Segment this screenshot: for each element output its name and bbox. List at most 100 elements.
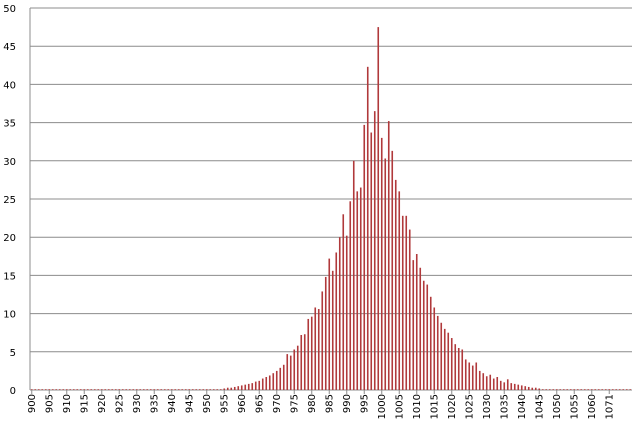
bar — [349, 201, 352, 390]
bar — [58, 389, 61, 390]
bar — [520, 385, 523, 390]
x-tick-label: 965 — [254, 394, 265, 413]
x-tick-label: 1000 — [377, 394, 388, 419]
bar — [205, 389, 208, 390]
bar — [247, 383, 250, 390]
bar — [366, 66, 369, 390]
x-tick-label: 985 — [324, 394, 335, 413]
bar — [625, 389, 628, 390]
bar — [573, 389, 576, 390]
bar — [590, 389, 593, 390]
bar — [510, 383, 513, 390]
bar — [65, 389, 68, 390]
bar — [594, 389, 597, 390]
bar — [177, 389, 180, 390]
bar — [104, 389, 107, 390]
bar — [527, 386, 530, 390]
bar — [100, 389, 103, 390]
x-tick-label: 930 — [132, 394, 143, 413]
bar — [76, 389, 79, 390]
bar — [482, 373, 485, 390]
bar — [90, 389, 93, 390]
bar — [548, 389, 551, 390]
bar — [107, 389, 110, 390]
bar — [429, 296, 432, 390]
x-tick-label: 920 — [97, 394, 108, 413]
bar — [153, 389, 156, 390]
bar — [72, 389, 75, 390]
bar — [30, 389, 33, 390]
bar — [342, 214, 345, 390]
bar — [86, 389, 89, 390]
bar — [394, 179, 397, 390]
bar — [272, 373, 275, 390]
bar — [69, 389, 72, 390]
x-tick-label: 905 — [44, 394, 55, 413]
bar — [170, 389, 173, 390]
bar — [587, 389, 590, 390]
y-tick-label: 40 — [3, 80, 16, 91]
bar — [268, 375, 271, 390]
bar — [139, 389, 142, 390]
bar — [615, 389, 618, 390]
bar — [580, 389, 583, 390]
bar — [335, 252, 338, 390]
bar — [275, 370, 278, 390]
bar — [314, 307, 317, 390]
bar — [202, 389, 205, 390]
x-tick-label: 960 — [237, 394, 248, 413]
y-tick-label: 25 — [3, 195, 16, 206]
bar — [167, 389, 170, 390]
bar — [258, 380, 261, 390]
x-tick-label: 1030 — [482, 394, 493, 419]
bar — [83, 389, 86, 390]
bar — [174, 389, 177, 390]
x-tick-label: 975 — [289, 394, 300, 413]
bar — [251, 383, 254, 390]
y-tick-label: 50 — [3, 4, 16, 15]
x-tick-label: 950 — [202, 394, 213, 413]
bar — [279, 367, 282, 390]
bar — [629, 389, 632, 390]
bar — [608, 389, 611, 390]
bar — [254, 381, 257, 390]
y-tick-label: 0 — [10, 386, 16, 397]
bar — [118, 389, 121, 390]
bar — [230, 387, 233, 390]
x-tick-label: 1005 — [394, 394, 405, 419]
bar — [541, 389, 544, 390]
bar — [415, 254, 418, 390]
bar — [447, 332, 450, 390]
bar — [475, 362, 478, 390]
bar — [450, 338, 453, 390]
x-tick-label: 955 — [219, 394, 230, 413]
bar — [524, 386, 527, 390]
bar — [363, 124, 366, 390]
bar — [135, 389, 138, 390]
bar — [562, 389, 565, 390]
bar — [401, 215, 404, 390]
bar — [198, 389, 201, 390]
bar — [114, 389, 117, 390]
x-tick-label: 1035 — [499, 394, 510, 419]
bar — [566, 389, 569, 390]
bar — [345, 235, 348, 390]
bar — [132, 389, 135, 390]
bar — [377, 27, 380, 390]
y-tick-label: 45 — [3, 42, 16, 53]
bar — [79, 389, 82, 390]
bar — [142, 389, 145, 390]
bar — [492, 378, 495, 390]
bar — [464, 359, 467, 390]
x-tick-label: 995 — [359, 394, 370, 413]
bar — [513, 383, 516, 390]
x-tick-label: 1060 — [587, 394, 598, 419]
bar — [506, 379, 509, 390]
bar — [352, 160, 355, 390]
bar — [286, 354, 289, 390]
bar — [331, 270, 334, 390]
bar — [443, 328, 446, 390]
bar — [324, 276, 327, 390]
bar — [468, 362, 471, 390]
x-tick-label: 900 — [27, 394, 38, 413]
